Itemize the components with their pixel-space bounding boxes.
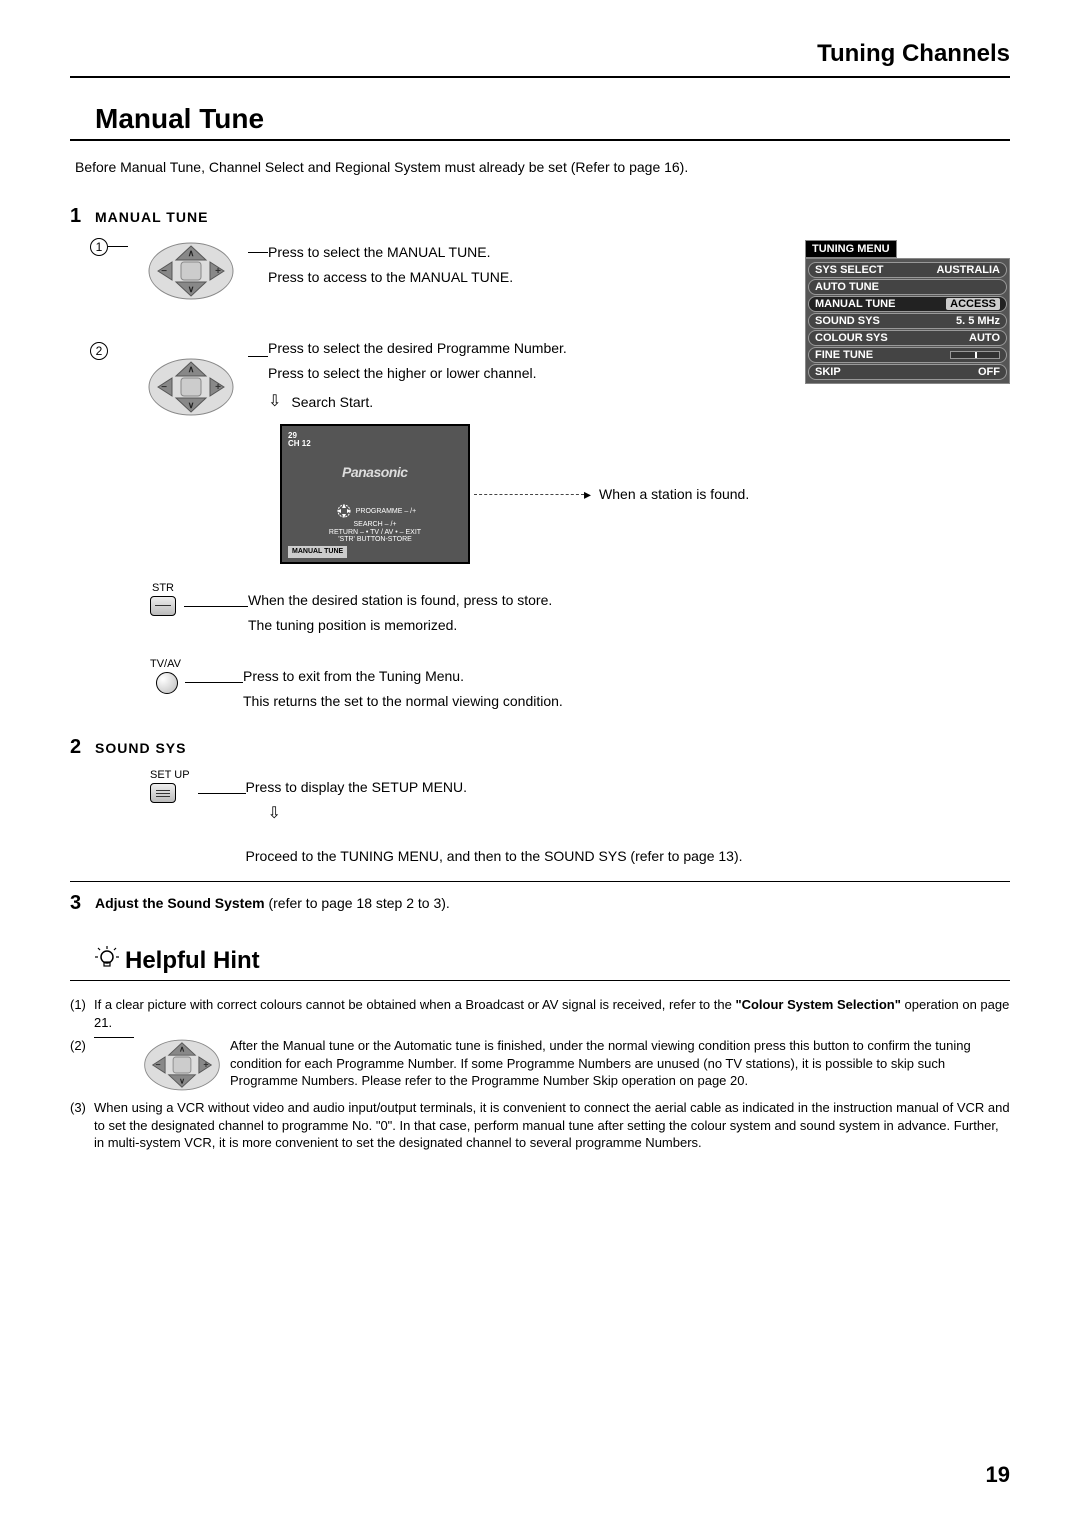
- svg-text:+: +: [215, 266, 221, 277]
- step1-sub2-line1: Press to select the desired Programme Nu…: [268, 338, 749, 359]
- panasonic-logo: Panasonic: [342, 462, 408, 483]
- step1-heading: MANUAL TUNE: [95, 209, 208, 228]
- tvav-line2: This returns the set to the normal viewi…: [243, 691, 563, 712]
- tv-prog-num: 29: [288, 432, 462, 440]
- svg-text:∨: ∨: [188, 400, 195, 410]
- setup-row: SET UP Press to display the SETUP MENU. …: [150, 769, 1010, 871]
- step2-heading-row: 2 SOUND SYS: [70, 736, 1010, 759]
- step3-top-rule: [70, 881, 1010, 882]
- step3-number: 3: [70, 892, 95, 915]
- tuning-menu-box: TUNING MENU SYS SELECTAUSTRALIAAUTO TUNE…: [805, 240, 1010, 384]
- step3-row: 3 Adjust the Sound System (refer to page…: [70, 892, 1010, 915]
- tvav-button-icon: TV/AV: [150, 658, 181, 694]
- menu-row: SKIPOFF: [808, 364, 1007, 380]
- tv-footer: MANUAL TUNE: [288, 546, 347, 559]
- hint-title: Helpful Hint: [125, 947, 260, 975]
- menu-row: FINE TUNE: [808, 347, 1007, 363]
- step1-sub1-desc: Press to select the MANUAL TUNE. Press t…: [268, 242, 513, 292]
- svg-text:−: −: [161, 382, 167, 393]
- search-start: Search Start.: [291, 392, 373, 413]
- tv-instructions: PROGRAMME – /+ SEARCH – /+ RETURN – • TV…: [282, 501, 468, 544]
- hint-item-1: (1) If a clear picture with correct colo…: [70, 996, 1010, 1031]
- step1-sub1-num: 1: [90, 238, 108, 256]
- hint2-text: After the Manual tune or the Automatic t…: [230, 1037, 1010, 1093]
- remote-dpad-icon: ∧ ∨ − +: [146, 240, 236, 302]
- menu-row: SOUND SYS5. 5 MHz: [808, 313, 1007, 329]
- tuning-menu-body: SYS SELECTAUSTRALIAAUTO TUNEMANUAL TUNEA…: [805, 258, 1010, 384]
- step1-heading-row: 1 MANUAL TUNE: [70, 205, 1010, 228]
- svg-text:∧: ∧: [188, 248, 195, 258]
- str-row: STR When the desired station is found, p…: [150, 582, 1010, 640]
- setup-line2: Proceed to the TUNING MENU, and then to …: [246, 846, 743, 867]
- svg-text:∧: ∧: [188, 364, 195, 374]
- setup-button-icon: SET UP: [150, 769, 190, 803]
- arrow-right-icon: ▸: [584, 484, 591, 505]
- step1-sub1-line1: Press to select the MANUAL TUNE.: [268, 242, 513, 263]
- header-title: Tuning Channels: [817, 40, 1010, 67]
- main-title: Manual Tune: [95, 103, 1010, 135]
- setup-line1: Press to display the SETUP MENU.: [246, 777, 743, 798]
- dashed-leader: [474, 494, 584, 495]
- svg-text:+: +: [203, 1060, 208, 1070]
- step2-heading: SOUND SYS: [95, 740, 186, 759]
- str-button-icon: STR: [150, 582, 176, 616]
- hint-heading-row: Helpful Hint: [95, 945, 1010, 976]
- tvav-label: TV/AV: [150, 658, 181, 670]
- str-desc: When the desired station is found, press…: [248, 590, 552, 640]
- step1-number: 1: [70, 205, 95, 228]
- svg-text:∧: ∧: [179, 1045, 185, 1054]
- step1-sub2-desc: Press to select the desired Programme Nu…: [268, 338, 749, 564]
- header-rule: [70, 76, 1010, 78]
- hint-rule: [70, 980, 1010, 981]
- tv-channel: CH 12: [288, 440, 462, 448]
- step1-sub1-line2: Press to access to the MANUAL TUNE.: [268, 267, 513, 288]
- remote-dpad-icon: ∧ ∨ − +: [146, 356, 236, 418]
- title-rule: [70, 139, 1010, 141]
- step1-sub2-num: 2: [90, 342, 108, 360]
- tv-preview: 29 CH 12 Panasonic PROGRAMME – /+ SEARCH…: [280, 424, 470, 564]
- station-found-text: When a station is found.: [599, 484, 749, 505]
- down-arrow-icon: ⇩: [268, 390, 281, 414]
- tuning-menu-header: TUNING MENU: [805, 240, 897, 258]
- menu-row: COLOUR SYSAUTO: [808, 330, 1007, 346]
- svg-text:+: +: [215, 382, 221, 393]
- hint-item-3: (3) When using a VCR without video and a…: [70, 1099, 1010, 1152]
- setup-desc: Press to display the SETUP MENU. ⇩ Proce…: [246, 777, 743, 871]
- str-line2: The tuning position is memorized.: [248, 615, 552, 636]
- menu-row: AUTO TUNE: [808, 279, 1007, 295]
- hint-item-2: (2) ∧ ∨ − + After the Manual tune or the: [70, 1037, 1010, 1093]
- step1-sub2-line2: Press to select the higher or lower chan…: [268, 363, 749, 384]
- lightbulb-icon: [95, 945, 119, 976]
- page-number: 19: [986, 1462, 1010, 1488]
- tvav-desc: Press to exit from the Tuning Menu. This…: [243, 666, 563, 716]
- svg-text:∨: ∨: [188, 284, 195, 294]
- menu-row: SYS SELECTAUSTRALIA: [808, 262, 1007, 278]
- intro-text: Before Manual Tune, Channel Select and R…: [75, 159, 1010, 175]
- remote-dpad-icon: ∧ ∨ − +: [142, 1037, 222, 1093]
- str-label: STR: [150, 582, 176, 594]
- hint-list: (1) If a clear picture with correct colo…: [70, 996, 1010, 1152]
- str-line1: When the desired station is found, press…: [248, 590, 552, 611]
- tvav-row: TV/AV Press to exit from the Tuning Menu…: [150, 658, 1010, 716]
- setup-label: SET UP: [150, 769, 190, 781]
- tvav-line1: Press to exit from the Tuning Menu.: [243, 666, 563, 687]
- page-header: Tuning Channels: [70, 40, 1010, 68]
- menu-row: MANUAL TUNEACCESS: [808, 296, 1007, 312]
- svg-text:∨: ∨: [179, 1077, 185, 1086]
- svg-text:−: −: [155, 1060, 160, 1070]
- svg-text:−: −: [161, 266, 167, 277]
- step2-number: 2: [70, 736, 95, 759]
- hint3-text: When using a VCR without video and audio…: [94, 1099, 1010, 1152]
- step3-text: Adjust the Sound System (refer to page 1…: [95, 895, 450, 915]
- down-arrow-icon: ⇩: [268, 802, 743, 826]
